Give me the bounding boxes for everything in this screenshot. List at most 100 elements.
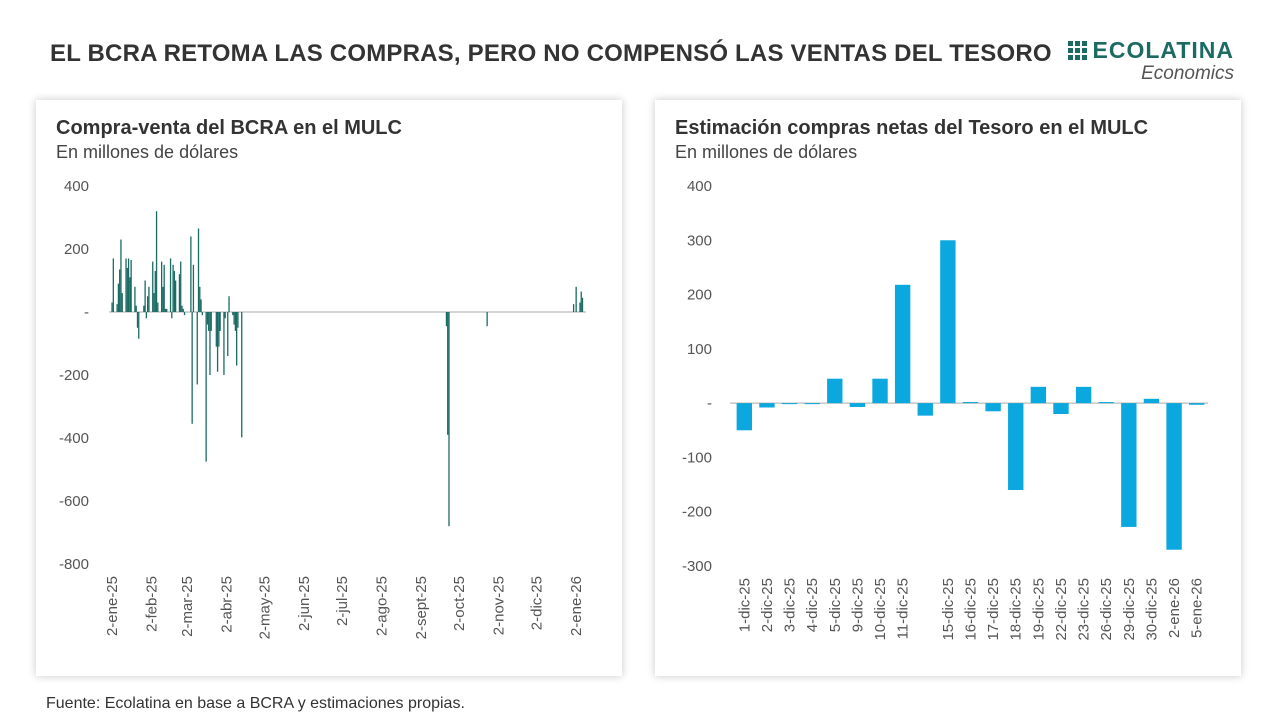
tesoro-chart-svg: 400 300 200 100 - -100 -200 -300 1-dic-25 2-dic-2…: [682, 178, 1208, 641]
logo-subtitle: Economics: [1141, 63, 1234, 84]
tesoro-x-tick-label: 29-dic-25: [1121, 578, 1138, 641]
tesoro-bar: [1189, 403, 1205, 405]
bcra-bar: [134, 286, 136, 312]
tesoro-y-tick-label: -200: [682, 504, 712, 521]
bcra-x-tick-label: 2-feb-25: [143, 576, 160, 632]
bcra-bar: [216, 312, 219, 372]
tesoro-x-tick-label: 11-dic-25: [895, 578, 912, 639]
bcra-bar: [196, 312, 198, 385]
tesoro-bar: [917, 403, 933, 416]
bcra-chart-svg: 400 200 - -200 -400 -600 -800 2-ene-25 2-feb-25 2…: [59, 178, 586, 639]
bcra-bar: [208, 312, 210, 331]
tesoro-x-tick-label: 4-dic-25: [804, 578, 821, 632]
bcra-chart-title: Compra-venta del BCRA en el MULC: [56, 117, 402, 139]
tesoro-y-tick-label: 200: [687, 287, 712, 304]
bcra-bar: [215, 312, 217, 347]
bcra-x-tick-label: 2-may-25: [257, 576, 274, 639]
bcra-bar: [191, 312, 193, 424]
bcra-bar: [160, 261, 163, 312]
tesoro-x-tick-label: 18-dic-25: [1008, 578, 1025, 641]
tesoro-y-tick-label: 100: [687, 341, 712, 358]
tesoro-bar: [736, 403, 752, 431]
bcra-x-tick-label: 2-oct-25: [451, 576, 468, 631]
bcra-bar: [580, 291, 582, 312]
bcra-bar: [233, 312, 235, 325]
bcra-bar: [154, 271, 156, 312]
bcra-bar: [121, 293, 123, 312]
bcra-bar: [163, 264, 165, 312]
bcra-bar: [153, 293, 155, 312]
bcra-bar: [164, 308, 167, 312]
bcra-bar: [111, 302, 113, 312]
bcra-bar: [200, 299, 202, 312]
tesoro-x-tick-label: 16-dic-25: [963, 578, 980, 641]
bcra-bar: [172, 264, 174, 312]
tesoro-x-tick-label: 19-dic-25: [1030, 578, 1047, 641]
bcra-bar: [143, 305, 145, 312]
tesoro-bar: [827, 378, 843, 404]
bcra-bar: [575, 286, 577, 312]
tesoro-x-tick-label: 10-dic-25: [872, 578, 889, 641]
bcra-bar: [218, 312, 220, 347]
tesoro-x-tick-label: 5-ene-26: [1189, 578, 1206, 638]
logo-grid-icon: [1067, 40, 1087, 60]
tesoro-x-tick-label: 3-dic-25: [782, 578, 799, 632]
bcra-bar: [210, 312, 212, 331]
bcra-bar: [581, 297, 584, 312]
tesoro-y-tick-label: -300: [682, 558, 712, 575]
bcra-bar: [147, 296, 149, 312]
bcra-bar: [232, 312, 234, 316]
tesoro-bar: [985, 403, 1001, 412]
bcra-bar: [579, 302, 581, 312]
bcra-bar: [180, 261, 182, 312]
bcra-bar: [130, 260, 132, 312]
bcra-bar: [135, 305, 137, 312]
tesoro-bar: [940, 240, 956, 404]
bcra-bar: [445, 312, 448, 327]
bcra-x-tick-label: 2-nov-25: [491, 576, 508, 635]
bcra-x-tick-label: 2-mar-25: [179, 576, 196, 637]
bcra-bar: [201, 312, 203, 316]
page-title: EL BCRA RETOMA LAS COMPRAS, PERO NO COMP…: [50, 40, 1052, 67]
bcra-bar: [228, 296, 230, 312]
bcra-bar: [125, 258, 127, 312]
tesoro-bar: [1166, 403, 1182, 550]
bcra-bar: [169, 258, 172, 312]
bcra-bar: [155, 211, 158, 312]
tesoro-bar: [781, 403, 798, 405]
bcra-bar: [448, 312, 450, 527]
tesoro-x-tick-label: 22-dic-25: [1053, 578, 1070, 641]
bcra-bar: [209, 312, 211, 375]
tesoro-y-tick-label: 400: [687, 178, 712, 195]
tesoro-bar: [894, 284, 911, 404]
tesoro-x-tick-label: 5-dic-25: [827, 578, 844, 632]
tesoro-bar: [962, 402, 979, 404]
bcra-x-tick-label: 2-ene-26: [568, 576, 585, 636]
bcra-bar: [572, 304, 575, 312]
bcra-bar: [174, 280, 177, 312]
tesoro-bar: [849, 403, 866, 407]
bcra-bar: [237, 312, 239, 328]
bcra-bar: [192, 264, 195, 312]
bcra-bar: [224, 312, 226, 319]
bcra-bar: [182, 308, 184, 312]
bcra-bar: [138, 312, 140, 339]
tesoro-bar: [1008, 403, 1024, 490]
bcra-chart-panel: Compra-venta del BCRA en el MULC En mill…: [36, 100, 622, 676]
bcra-bar: [173, 271, 176, 312]
bcra-bar: [145, 312, 148, 319]
tesoro-bar: [1030, 386, 1047, 404]
tesoro-chart-panel: Estimación compras netas del Tesoro en e…: [655, 100, 1241, 676]
tesoro-bar: [1075, 386, 1092, 404]
tesoro-x-tick-label: 30-dic-25: [1143, 578, 1160, 641]
bcra-bar: [178, 274, 181, 312]
tesoro-x-tick-label: 26-dic-25: [1098, 578, 1115, 641]
bcra-bar: [112, 258, 114, 312]
bcra-x-tick-label: 2-jul-25: [334, 576, 351, 626]
tesoro-bar: [872, 378, 888, 404]
bcra-bar: [171, 312, 173, 319]
bcra-bar: [157, 302, 159, 312]
bcra-y-tick-label: 400: [64, 178, 89, 195]
bcra-x-tick-label: 2-ago-25: [374, 576, 391, 636]
bcra-bar: [206, 312, 209, 325]
